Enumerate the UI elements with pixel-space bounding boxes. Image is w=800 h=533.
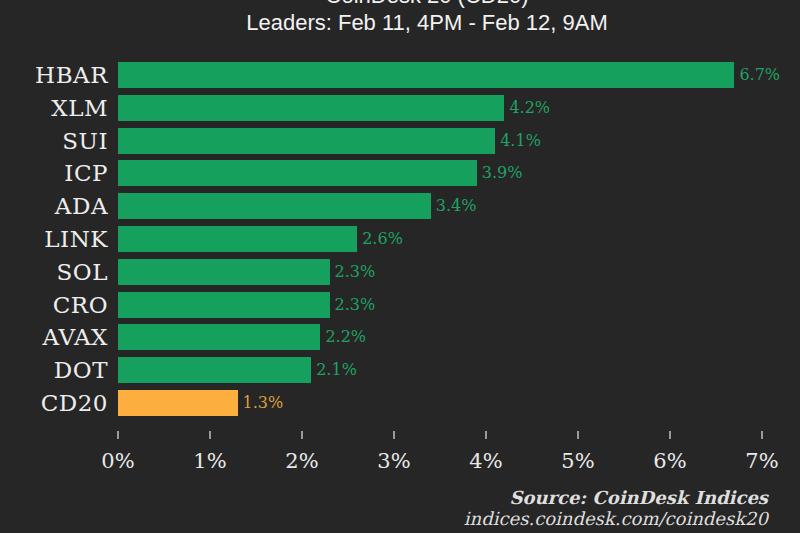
bar-row: ICP 3.9% (0, 160, 800, 186)
x-axis-tick (485, 431, 487, 439)
category-label: SUI (0, 128, 108, 154)
category-label: LINK (0, 226, 108, 252)
category-label: SOL (0, 259, 108, 285)
x-axis-tick-label: 1% (180, 449, 240, 473)
source-note: Source: CoinDesk Indices indices.coindes… (464, 487, 768, 529)
chart-page: CoinDesk 20 (CD20) Leaders: Feb 11, 4PM … (0, 0, 800, 533)
bar (118, 259, 330, 285)
bar-chart: HBAR 6.7% XLM 4.2% SUI 4.1% ICP 3.9% ADA 3.4% LINK… (0, 0, 800, 533)
value-label: 6.7% (739, 62, 780, 88)
x-axis-tick (669, 431, 671, 439)
bar-row: SOL 2.3% (0, 259, 800, 285)
x-axis-tick (117, 431, 119, 439)
bar (118, 324, 320, 350)
category-label: XLM (0, 95, 108, 121)
x-axis-tick (577, 431, 579, 439)
source-attribution: Source: CoinDesk Indices (464, 487, 768, 508)
bar (118, 160, 477, 186)
value-label: 3.9% (482, 160, 523, 186)
category-label: ICP (0, 160, 108, 186)
category-label: ADA (0, 193, 108, 219)
x-axis-tick (393, 431, 395, 439)
bar-highlight (118, 390, 238, 416)
value-label: 3.4% (436, 193, 477, 219)
bar (118, 292, 330, 318)
bar-row: AVAX 2.2% (0, 324, 800, 350)
category-label: DOT (0, 357, 108, 383)
bar (118, 62, 734, 88)
bar (118, 95, 504, 121)
category-label: CD20 (0, 390, 108, 416)
category-label: AVAX (0, 324, 108, 350)
value-label: 2.6% (362, 226, 403, 252)
value-label: 2.1% (316, 357, 357, 383)
bar (118, 128, 495, 154)
bar-row: SUI 4.1% (0, 128, 800, 154)
bar-row: CRO 2.3% (0, 292, 800, 318)
x-axis-tick-label: 4% (456, 449, 516, 473)
x-axis-tick-label: 5% (548, 449, 608, 473)
category-label: HBAR (0, 62, 108, 88)
bar-row: LINK 2.6% (0, 226, 800, 252)
bar (118, 357, 311, 383)
bar (118, 226, 357, 252)
bar-row: DOT 2.1% (0, 357, 800, 383)
x-axis-tick (761, 431, 763, 439)
bar-row: CD20 1.3% (0, 390, 800, 416)
x-axis-tick (301, 431, 303, 439)
bar (118, 193, 431, 219)
x-axis-tick-label: 0% (88, 449, 148, 473)
value-label: 4.1% (500, 128, 541, 154)
value-label: 4.2% (509, 95, 550, 121)
x-axis-tick-label: 7% (732, 449, 792, 473)
bar-row: HBAR 6.7% (0, 62, 800, 88)
bar-row: XLM 4.2% (0, 95, 800, 121)
value-label: 2.2% (325, 324, 366, 350)
value-label: 2.3% (335, 292, 376, 318)
x-axis-tick-label: 2% (272, 449, 332, 473)
x-axis-tick-label: 6% (640, 449, 700, 473)
bar-row: ADA 3.4% (0, 193, 800, 219)
value-label: 2.3% (335, 259, 376, 285)
source-url: indices.coindesk.com/coindesk20 (464, 508, 768, 529)
category-label: CRO (0, 292, 108, 318)
x-axis-tick-label: 3% (364, 449, 424, 473)
value-label: 1.3% (243, 390, 284, 416)
x-axis-tick (209, 431, 211, 439)
